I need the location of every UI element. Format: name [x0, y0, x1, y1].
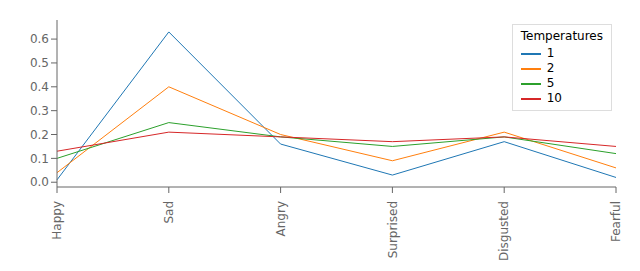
svg-text:0.0: 0.0 — [30, 175, 49, 189]
svg-text:0.6: 0.6 — [30, 32, 49, 46]
html-text:2: 2 — [546, 61, 555, 75]
svg-text:Angry: Angry — [274, 201, 288, 236]
html-text:5: 5 — [546, 76, 555, 90]
svg-text:0.3: 0.3 — [30, 104, 49, 118]
svg-text:Disgusted: Disgusted — [497, 201, 511, 261]
html-text:1: 1 — [546, 46, 555, 60]
svg-text:0.5: 0.5 — [30, 56, 49, 70]
svg-text:0.1: 0.1 — [30, 152, 49, 166]
svg-text:Sad: Sad — [162, 201, 176, 224]
html-text:10: 10 — [546, 91, 562, 105]
svg-text:Surprised: Surprised — [386, 201, 400, 258]
svg-text:0.4: 0.4 — [30, 80, 49, 94]
html-text:Temperatures: Temperatures — [520, 29, 603, 43]
svg-text:0.2: 0.2 — [30, 128, 49, 142]
svg-text:Happy: Happy — [50, 201, 64, 240]
svg-text:Fearful: Fearful — [609, 201, 623, 242]
